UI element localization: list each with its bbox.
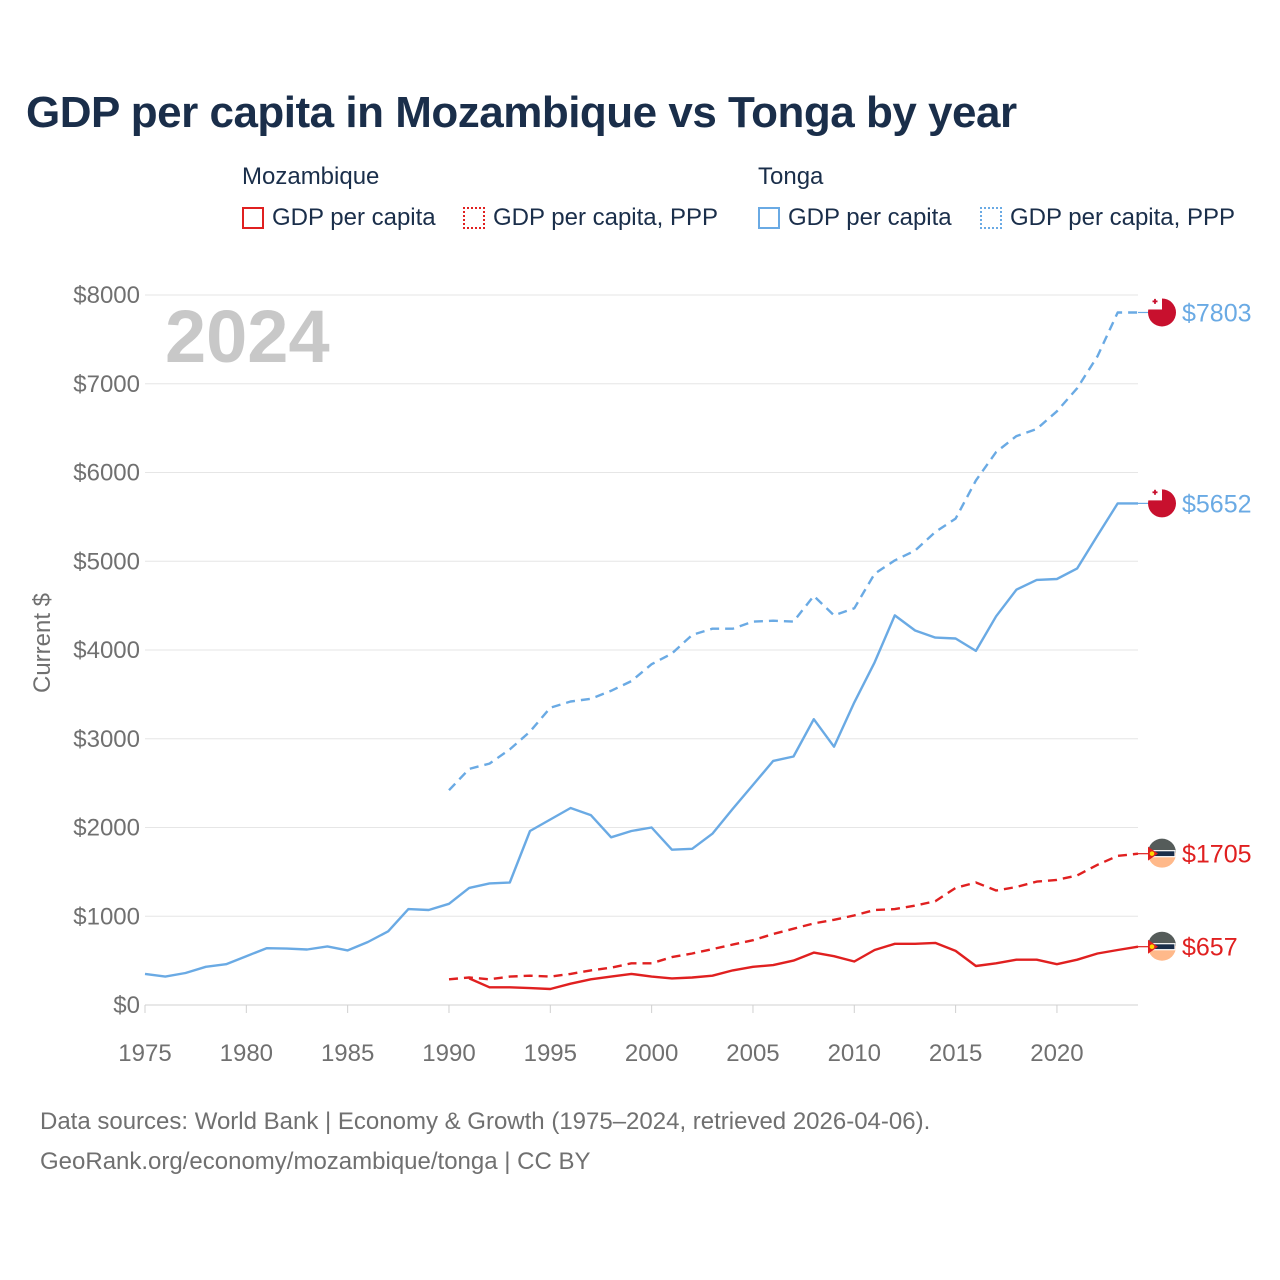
y-tick-label: $1000 (73, 903, 140, 930)
legend-swatch-dotted-red (463, 207, 485, 229)
flag-cross-v (1154, 489, 1156, 495)
flag-top-band (1148, 838, 1176, 853)
legend-tonga-gdp-ppp[interactable]: GDP per capita, PPP (980, 204, 1235, 232)
y-tick-label: $6000 (73, 460, 140, 487)
legend-swatch-solid-blue (758, 207, 780, 229)
flag-cross-v (1154, 298, 1156, 304)
legend-group-tonga: Tonga (758, 163, 824, 190)
x-tick-label: 2000 (625, 1040, 678, 1067)
legend-label: GDP per capita, PPP (493, 204, 718, 231)
end-value-label: $657 (1182, 934, 1238, 962)
y-tick-label: $8000 (73, 282, 140, 309)
x-tick-label: 2015 (929, 1040, 982, 1067)
x-tick-label: 1985 (321, 1040, 374, 1067)
end-value-label: $7803 (1182, 299, 1252, 327)
y-axis-title: Current $ (29, 593, 56, 693)
footer-sources: Data sources: World Bank | Economy & Gro… (40, 1108, 931, 1135)
legend-label: GDP per capita (788, 204, 952, 231)
series-line-mozambique-solid[interactable] (468, 941, 1139, 991)
series-line-tonga-solid[interactable] (144, 502, 1138, 978)
y-tick-label: $5000 (73, 548, 140, 575)
legend-mozambique-gdp[interactable]: GDP per capita (242, 204, 436, 232)
flag-canton (1148, 489, 1162, 501)
x-tick-label: 2005 (726, 1040, 779, 1067)
legend-label: GDP per capita, PPP (1010, 204, 1235, 231)
flag-canton (1148, 298, 1162, 310)
y-tick-label: $4000 (73, 637, 140, 664)
legend-swatch-dotted-blue (980, 207, 1002, 229)
series-line-mozambique-dashed[interactable] (448, 852, 1139, 981)
legend-mozambique-gdp-ppp[interactable]: GDP per capita, PPP (463, 204, 718, 232)
tonga-flag-icon (1148, 298, 1176, 327)
chart-title: GDP per capita in Mozambique vs Tonga by… (26, 88, 1017, 137)
x-tick-label: 1975 (118, 1040, 171, 1067)
flag-top-band (1148, 931, 1176, 946)
footer-credit: GeoRank.org/economy/mozambique/tonga | C… (40, 1148, 591, 1175)
year-watermark: 2024 (165, 295, 330, 378)
x-tick-label: 1990 (422, 1040, 475, 1067)
x-tick-label: 2010 (828, 1040, 881, 1067)
end-value-label: $5652 (1182, 490, 1252, 518)
x-tick-label: 2020 (1030, 1040, 1083, 1067)
y-tick-label: $0 (113, 992, 140, 1019)
flag-star (1149, 944, 1155, 949)
mozambique-flag-icon (1148, 931, 1176, 961)
y-tick-label: $7000 (73, 371, 140, 398)
mozambique-flag-icon (1148, 838, 1176, 868)
y-tick-label: $2000 (73, 815, 140, 842)
tonga-flag-icon (1148, 489, 1176, 518)
legend-tonga-gdp[interactable]: GDP per capita (758, 204, 952, 232)
x-tick-label: 1980 (220, 1040, 273, 1067)
legend-swatch-solid-red (242, 207, 264, 229)
legend-group-mozambique: Mozambique (242, 163, 380, 190)
legend-label: GDP per capita (272, 204, 436, 231)
flag-star (1149, 851, 1155, 856)
y-tick-label: $3000 (73, 726, 140, 753)
end-value-label: $1705 (1182, 841, 1252, 869)
x-tick-label: 1995 (524, 1040, 577, 1067)
